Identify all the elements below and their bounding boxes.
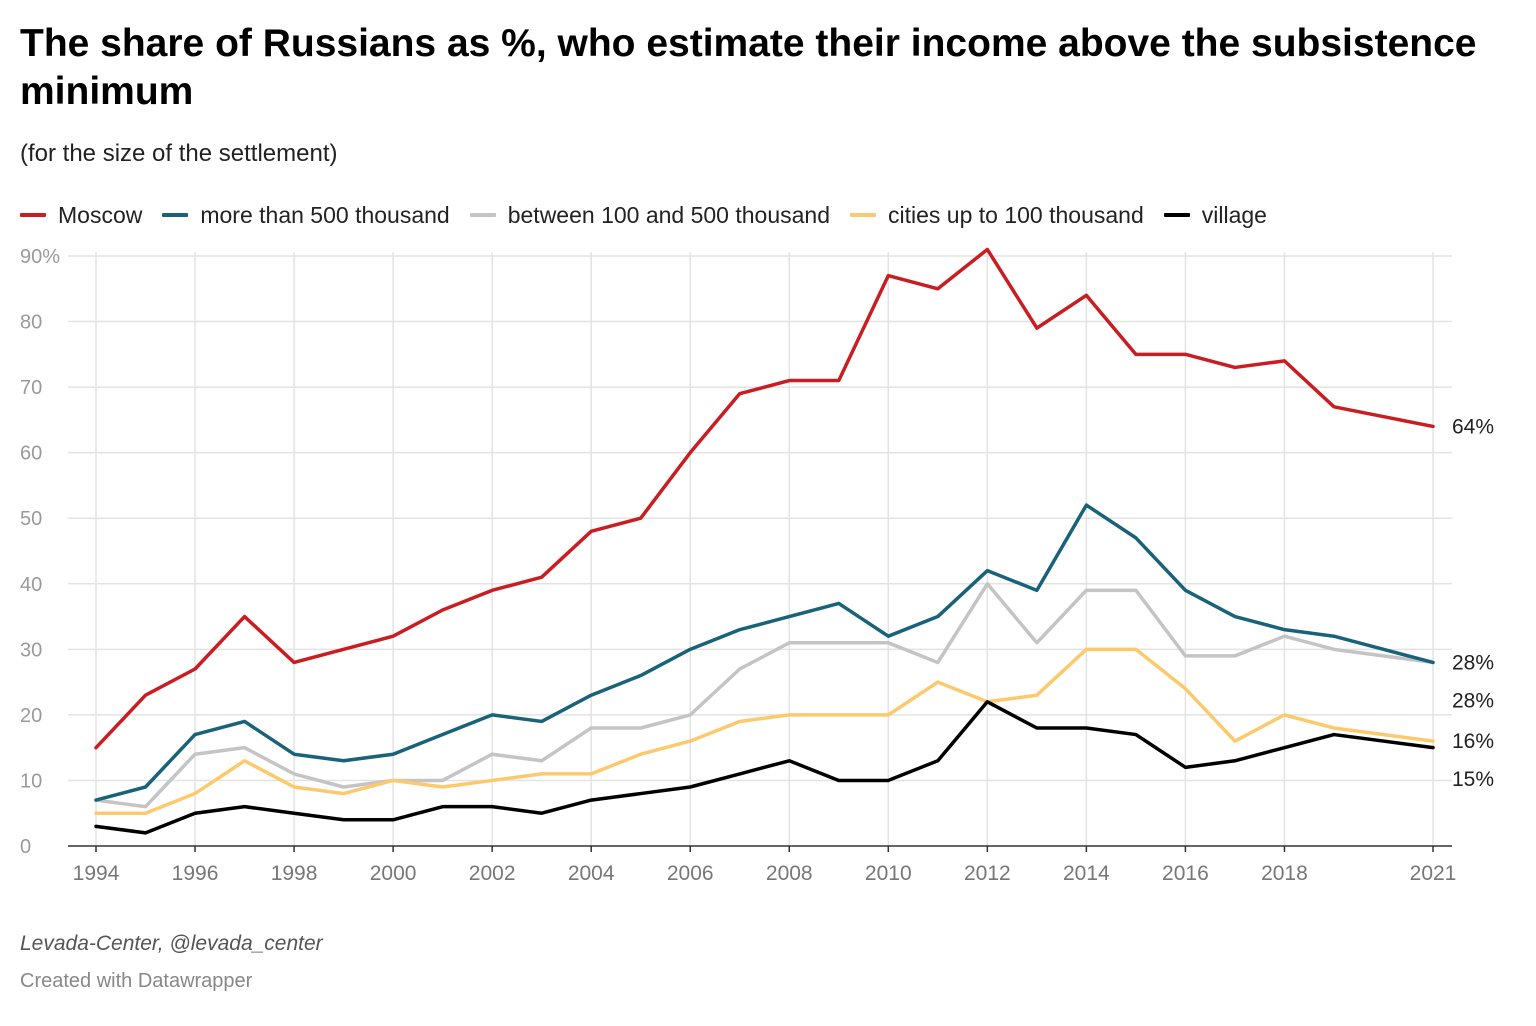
- legend-item-0: Moscow: [20, 202, 142, 229]
- x-tick-label: 2016: [1162, 862, 1209, 885]
- x-tick-label: 2021: [1410, 862, 1457, 885]
- legend-label: Moscow: [58, 201, 143, 228]
- y-tick-label: 80: [20, 312, 42, 334]
- line-chart: 0 10 20 30 40 50 60 70 80 90% 1994 1996 1998 2000 2002…: [20, 246, 1494, 885]
- legend-item-3: cities up to 100 thousand: [850, 202, 1144, 229]
- end-label: 16%: [1452, 730, 1494, 753]
- legend-label: village: [1201, 201, 1267, 228]
- x-tick-label: 2010: [865, 862, 912, 885]
- chart-source: Levada-Center, @levada_center: [20, 932, 323, 955]
- x-tick-label: 2014: [1063, 862, 1110, 885]
- x-tick-label: 1998: [271, 862, 318, 885]
- x-tick-label: 2018: [1261, 862, 1308, 885]
- end-label: 28%: [1452, 689, 1494, 712]
- legend-swatch: [1163, 213, 1190, 217]
- y-tick-label: 40: [20, 574, 42, 596]
- legend-swatch: [20, 213, 46, 217]
- series-line-3: [94, 647, 1435, 815]
- legend-item-1: more than 500 thousand: [162, 201, 450, 229]
- y-tick-label: 0: [20, 836, 31, 858]
- x-tick-label: 2008: [766, 862, 813, 885]
- legend-label: between 100 and 500 thousand: [507, 201, 830, 228]
- end-label: 64%: [1452, 415, 1494, 438]
- legend-label: more than 500 thousand: [200, 201, 450, 228]
- y-tick-label: 10: [20, 770, 42, 792]
- y-tick-label: 20: [20, 705, 42, 727]
- series-line-4: [94, 700, 1435, 835]
- chart-title: The share of Russians as %, who estimate…: [20, 22, 1477, 113]
- series-line-2: [94, 582, 1435, 809]
- legend-label: cities up to 100 thousand: [888, 201, 1144, 228]
- y-tick-label: 90%: [20, 246, 60, 268]
- y-tick-label: 70: [20, 377, 42, 399]
- y-tick-label: 50: [20, 508, 42, 530]
- x-tick-label: 2000: [370, 862, 417, 885]
- y-tick-label: 60: [20, 443, 42, 465]
- legend-item-2: between 100 and 500 thousand: [469, 201, 830, 229]
- series-line-0: [94, 247, 1435, 750]
- x-tick-label: 2002: [469, 862, 516, 885]
- chart-subtitle: (for the size of the settlement): [20, 140, 338, 167]
- y-tick-label: 30: [20, 639, 42, 661]
- chart-credit: Created with Datawrapper: [20, 970, 253, 992]
- end-label: 28%: [1452, 651, 1494, 674]
- chart-legend: Moscow more than 500 thousand between 100 …: [20, 200, 1287, 230]
- x-tick-label: 1994: [73, 862, 120, 885]
- x-tick-label: 2004: [568, 862, 615, 885]
- legend-swatch: [469, 213, 496, 217]
- end-label: 15%: [1452, 768, 1494, 791]
- legend-swatch: [162, 213, 189, 217]
- x-tick-label: 2012: [964, 862, 1011, 885]
- legend-swatch: [850, 213, 876, 217]
- legend-item-4: village: [1163, 201, 1267, 229]
- x-tick-label: 1996: [172, 862, 219, 885]
- series-line-1: [94, 503, 1435, 802]
- x-tick-label: 2006: [667, 862, 714, 885]
